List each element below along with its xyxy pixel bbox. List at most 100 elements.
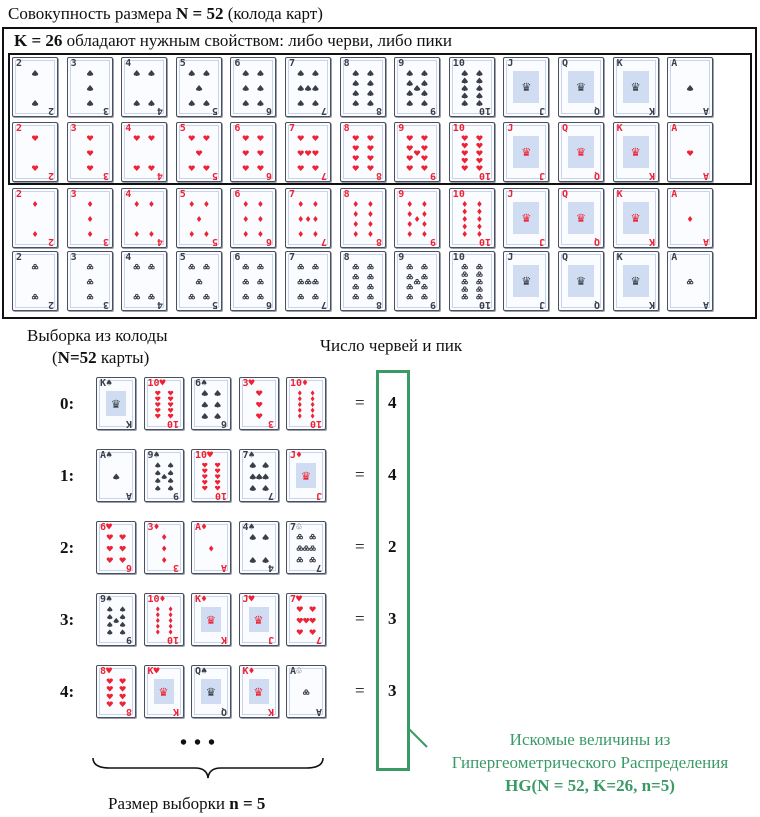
spade-pip-icon [154,477,160,483]
card-pips [461,70,483,106]
card-rank: 5 [179,58,186,69]
spade-pip-icon [107,621,113,627]
club-pip-icon [304,278,312,285]
card: K♦ K ♛ [191,593,231,646]
heart-pip-icon [366,155,374,161]
card: K K ♛ [612,188,659,248]
card-rank: 10 [452,58,465,69]
diamond-pip-icon [415,216,420,222]
club-pip-icon [296,556,304,563]
sample-label: 0: [60,394,75,413]
club-pip-icon [302,689,310,695]
card-pips [31,135,39,171]
diamond-pip-icon [208,545,214,552]
crown-icon: ♛ [631,144,640,160]
diamond-pip-icon [87,201,92,207]
population-box [2,27,757,319]
club-pip-icon [309,533,316,540]
card: 10 10 [448,188,495,248]
card-rank-rotated: J [268,634,275,645]
face-panel: ♛ [513,136,540,168]
diamond-pip-icon [476,231,482,237]
card-rank: 3♥ [242,378,255,389]
heart-pip-icon [86,165,93,171]
card-pips [352,263,374,300]
spade-pip-icon [297,85,304,91]
card-rank: 3♦ [147,522,160,533]
card: K♦ K ♛ [238,665,279,718]
card-rank: 6 [234,58,241,69]
card-rank: 7 [289,58,296,69]
diamond-pip-icon [476,208,482,215]
card-rank-rotated: K [220,634,227,645]
card: A♠ A [96,449,136,502]
card-rank: 4♠ [242,522,255,533]
spade-pip-icon [167,477,173,483]
club-pip-icon [202,293,210,300]
heart-pip-icon [352,135,359,141]
card: 3♥ 3 [238,377,279,430]
club-pip-icon [202,263,210,270]
club-pip-icon [188,293,195,300]
heart-pip-icon [119,678,126,684]
crown-icon: ♛ [111,395,121,412]
heart-pip-icon [188,135,195,141]
club-pip-icon [406,283,414,290]
spade-pip-icon [366,80,374,86]
spade-pip-icon [249,473,256,480]
face-panel: ♛ [622,265,649,297]
diamond-pip-icon [688,216,693,222]
diamond-pip-icon [476,216,482,222]
card-pips [406,70,428,106]
card-rank: 2 [16,189,23,200]
spade-pip-icon [421,70,428,76]
diamond-pip-icon [87,216,92,222]
club-pip-icon [257,278,265,285]
card-pips [188,135,210,171]
card: 6♠ 6 [191,377,231,430]
card-pips [208,545,214,552]
card-pips [687,85,694,91]
heart-pip-icon [309,606,316,612]
heart-pip-icon [167,396,173,402]
spade-pip-icon [214,401,221,408]
heart-pip-icon [461,142,468,149]
spade-pip-icon [262,534,269,540]
card-rank: A [671,189,678,200]
diamond-pip-icon [367,221,373,227]
heart-pip-icon [148,135,155,141]
spade-pip-icon [113,473,120,480]
diamond-pip-icon [298,231,303,237]
heart-pip-icon [406,145,414,151]
heart-pip-icon [461,135,468,141]
club-pip-icon [195,278,203,285]
club-pip-icon [296,545,304,551]
diamond-pip-icon [422,201,427,207]
spade-pip-icon [107,606,113,612]
card-pips [113,473,120,480]
heart-pip-icon [154,396,160,402]
heart-pip-icon [203,135,210,141]
card: Q Q ♛ [558,188,604,248]
card-rank-rotated: J [539,299,546,310]
diamond-pip-icon [168,606,173,612]
heart-pip-icon [687,150,694,156]
club-pip-icon [366,273,374,280]
card-pips [134,201,154,237]
spade-pip-icon [133,100,140,106]
heart-pip-icon [406,165,414,171]
card: 8♥ 8 [96,665,136,718]
spade-pip-icon [249,534,256,540]
club-pip-icon [302,545,310,551]
card: J J ♛ [503,122,550,182]
card-rank: 4 [125,58,132,69]
heart-pip-icon [133,135,141,141]
diamond-pip-icon [407,231,413,237]
card-pips [189,201,209,237]
club-pip-icon [242,278,250,285]
spade-pip-icon [133,70,140,76]
